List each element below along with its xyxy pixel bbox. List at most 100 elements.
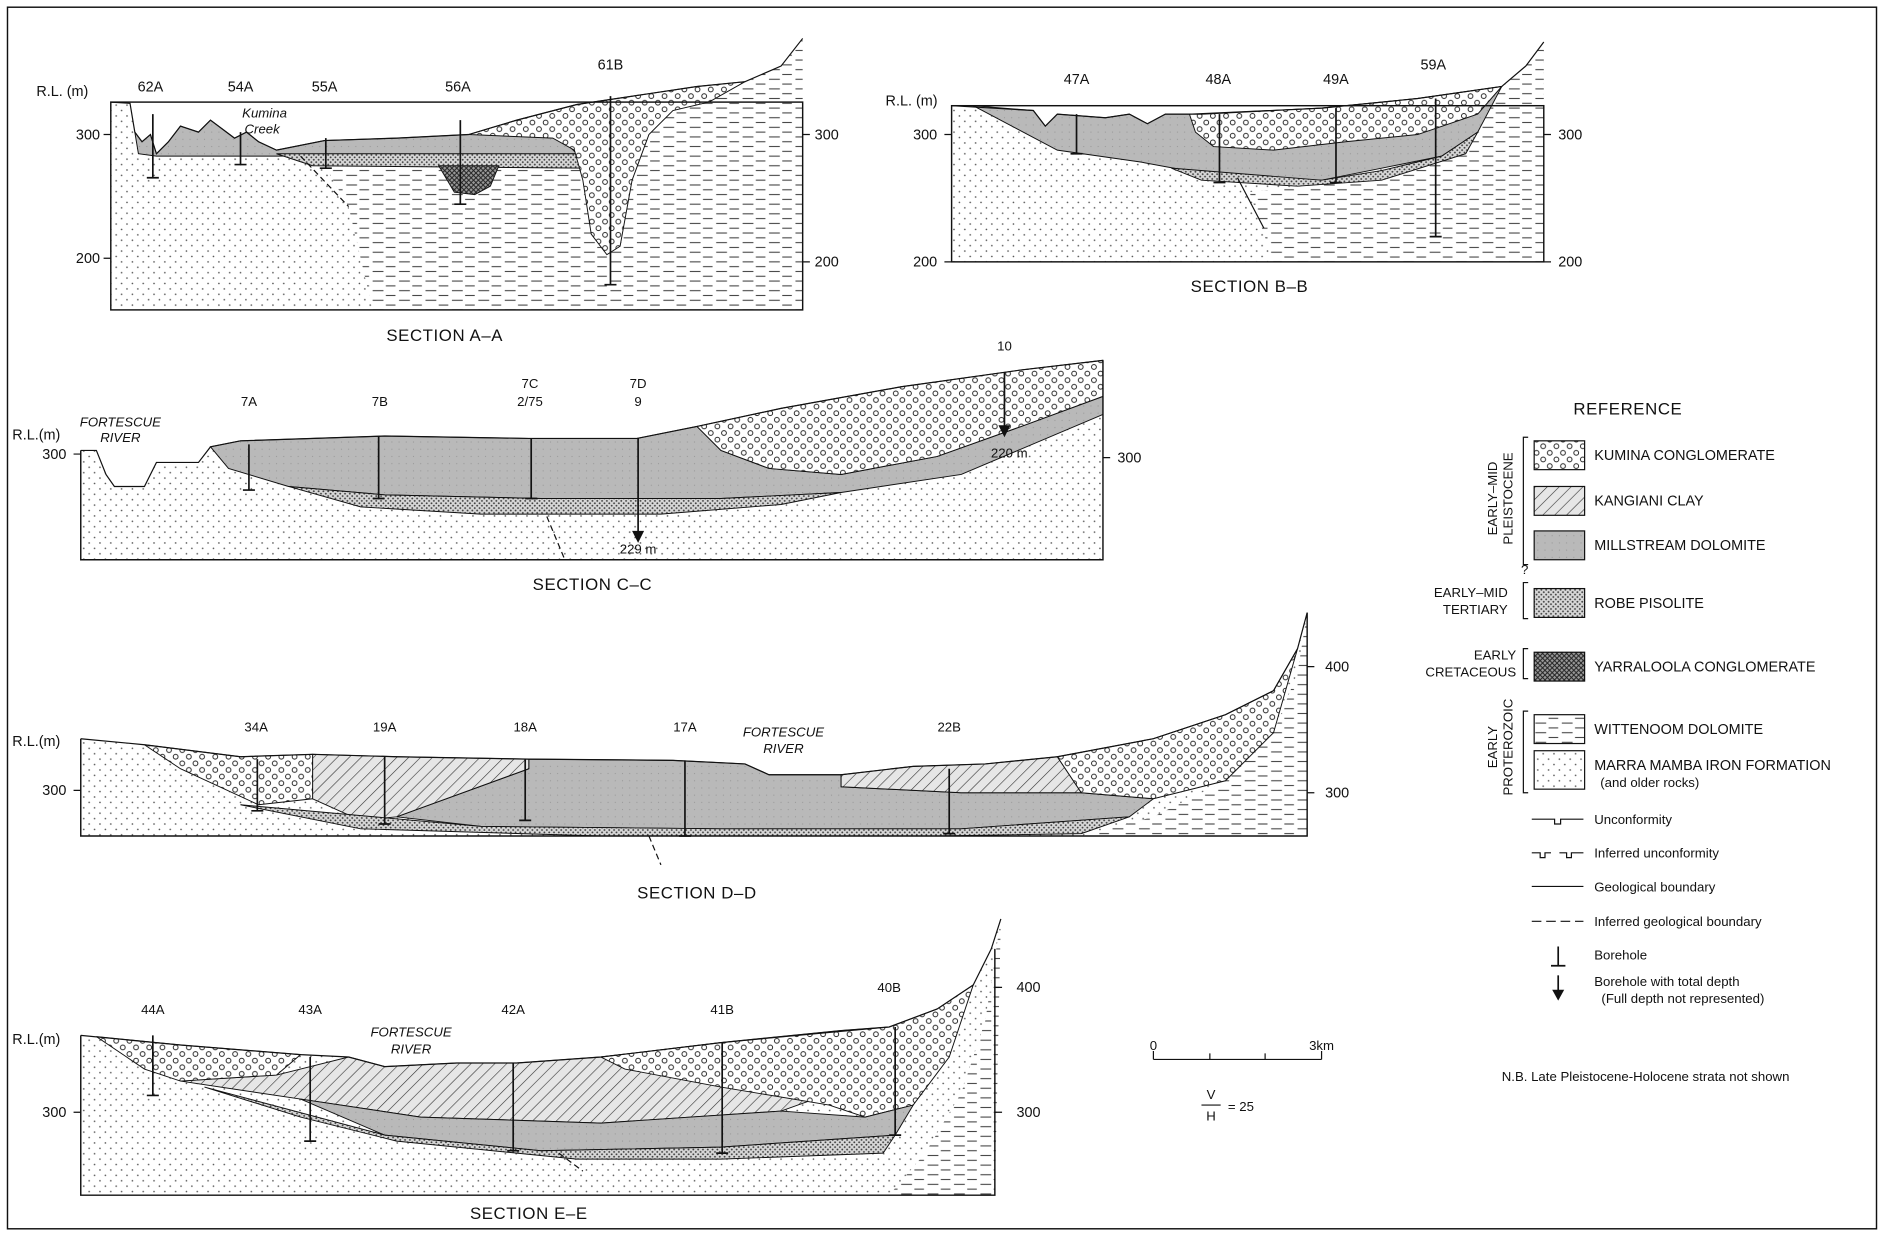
legend-footnote: N.B. Late Pleistocene-Holocene strata no… — [1502, 1069, 1790, 1084]
place-label: Kumina — [242, 106, 287, 121]
borehole-label: 61B — [598, 58, 624, 74]
legend-label: MARRA MAMBA IRON FORMATION — [1594, 758, 1831, 774]
rl-label: R.L.(m) — [12, 428, 60, 444]
borehole-label: 7D — [630, 376, 647, 391]
borehole-label: 56A — [445, 79, 471, 95]
legend-swatch — [1534, 441, 1584, 470]
scale-label: 3km — [1309, 1038, 1334, 1053]
borehole-label: 42A — [501, 1002, 525, 1017]
symbol-label: Unconformity — [1594, 812, 1672, 827]
river-label: RIVER — [391, 1041, 432, 1056]
tick-label: 300 — [1016, 1105, 1040, 1121]
tick-label: 200 — [76, 251, 100, 267]
tick-label: 200 — [815, 255, 839, 271]
borehole-label: 22B — [937, 720, 961, 735]
section-a: R.L. (m) 300 200 300 200 62A 54A 55A 56A… — [36, 38, 838, 345]
legend-label: WITTENOOM DOLOMITE — [1594, 722, 1763, 738]
tick-label: 200 — [913, 255, 937, 271]
age-bracket — [1523, 437, 1528, 793]
borehole-label: 49A — [1323, 72, 1349, 88]
borehole-label: 44A — [141, 1002, 165, 1017]
river-label: FORTESCUE — [370, 1025, 451, 1040]
borehole-label: 48A — [1205, 72, 1231, 88]
legend-swatch — [1534, 652, 1584, 681]
borehole-label: 17A — [673, 720, 697, 735]
symbol-unconformity — [1532, 819, 1584, 824]
rl-label: R.L. (m) — [36, 84, 88, 100]
legend-label: KUMINA CONGLOMERATE — [1594, 448, 1775, 464]
tick-label: 400 — [1016, 980, 1040, 996]
borehole-label: 7A — [241, 394, 257, 409]
legend-swatch — [1534, 751, 1584, 789]
borehole-label: 62A — [138, 79, 164, 95]
section-title: SECTION E–E — [470, 1204, 588, 1223]
borehole-label: 41B — [710, 1002, 734, 1017]
ratio-label: H — [1206, 1109, 1216, 1124]
age-label: PLEISTOCENE — [1501, 452, 1516, 544]
robe-pisolite — [277, 154, 584, 168]
section-c: R.L.(m) 300 300 FORTESCUE RIVER 7A 7B 7C… — [12, 339, 1141, 594]
borehole-label: 43A — [298, 1002, 322, 1017]
symbol-arrow — [1552, 990, 1564, 1001]
section-b: R.L. (m) 300 200 300 200 47A 48A 49A 59A… — [886, 42, 1583, 296]
section-e: R.L.(m) 300 400 300 FORTESCUE RIVER 44A … — [12, 919, 1040, 1223]
body: R.L. (m) 300 200 300 200 62A 54A 55A 56A… — [0, 0, 1884, 1236]
borehole-label: 47A — [1064, 72, 1090, 88]
legend-label: KANGIANI CLAY — [1594, 494, 1704, 510]
borehole-label: 10 — [997, 339, 1012, 354]
scale: 0 3km V H = 25 — [1150, 1038, 1334, 1124]
symbol-label: Geological boundary — [1594, 879, 1716, 894]
borehole-label: 18A — [513, 720, 537, 735]
figure: R.L. (m) 300 200 300 200 62A 54A 55A 56A… — [0, 0, 1884, 1236]
place-label: Creek — [245, 121, 282, 136]
age-label: CRETACEOUS — [1425, 664, 1516, 679]
river-label: RIVER — [100, 430, 141, 445]
borehole-label: 55A — [312, 79, 338, 95]
tick-label: 300 — [1558, 127, 1582, 143]
legend-swatch — [1534, 486, 1584, 515]
section-title: SECTION D–D — [637, 883, 757, 902]
symbol-label: Inferred unconformity — [1594, 846, 1719, 861]
age-label: EARLY–MID — [1434, 585, 1508, 600]
ratio-label: = 25 — [1228, 1099, 1254, 1114]
symbol-label: (Full depth not represented) — [1601, 991, 1764, 1006]
page: Geological cross-sections {"sections": [… — [0, 0, 1884, 1236]
scale-bar — [1153, 1051, 1321, 1059]
age-label: TERTIARY — [1443, 602, 1508, 617]
legend-label: YARRALOOLA CONGLOMERATE — [1594, 659, 1815, 675]
tick-label: 300 — [42, 1105, 66, 1121]
symbol-label: Inferred geological boundary — [1594, 914, 1762, 929]
section-title: SECTION B–B — [1191, 277, 1309, 296]
scale-label: 0 — [1150, 1038, 1157, 1053]
marra-mamba — [111, 102, 373, 310]
legend-title: REFERENCE — [1573, 399, 1682, 418]
rl-label: R.L. (m) — [886, 94, 938, 110]
section-title: SECTION A–A — [386, 326, 503, 345]
borehole-label: 40B — [877, 980, 901, 995]
legend-swatch — [1534, 715, 1584, 744]
borehole-sublabel: 2/75 — [517, 394, 543, 409]
tick-label: 300 — [815, 127, 839, 143]
legend-label: ROBE PISOLITE — [1594, 596, 1704, 612]
age-label: EARLY — [1485, 726, 1500, 769]
ratio-label: V — [1207, 1087, 1216, 1102]
legend-note: (and older rocks) — [1600, 775, 1699, 790]
inferred-boundary — [649, 836, 661, 865]
tick-label: 300 — [913, 127, 937, 143]
tick-label: 300 — [1117, 450, 1141, 466]
tick-label: 400 — [1325, 659, 1349, 675]
symbol-borehole — [1551, 947, 1565, 966]
tick-label: 200 — [1558, 255, 1582, 271]
depth-label: 229 m — [620, 542, 657, 557]
borehole-label: 59A — [1420, 58, 1446, 74]
age-label: EARLY — [1474, 647, 1517, 662]
legend-swatch — [1534, 531, 1584, 560]
age-label: PROTEROZOIC — [1501, 698, 1516, 795]
tick-label: 300 — [1325, 786, 1349, 802]
tick-label: 300 — [42, 783, 66, 799]
river-label: FORTESCUE — [80, 414, 161, 429]
river-label: RIVER — [763, 741, 804, 756]
tick-label: 300 — [76, 127, 100, 143]
symbol-label: Borehole — [1594, 948, 1647, 963]
rl-label: R.L.(m) — [12, 1032, 60, 1048]
